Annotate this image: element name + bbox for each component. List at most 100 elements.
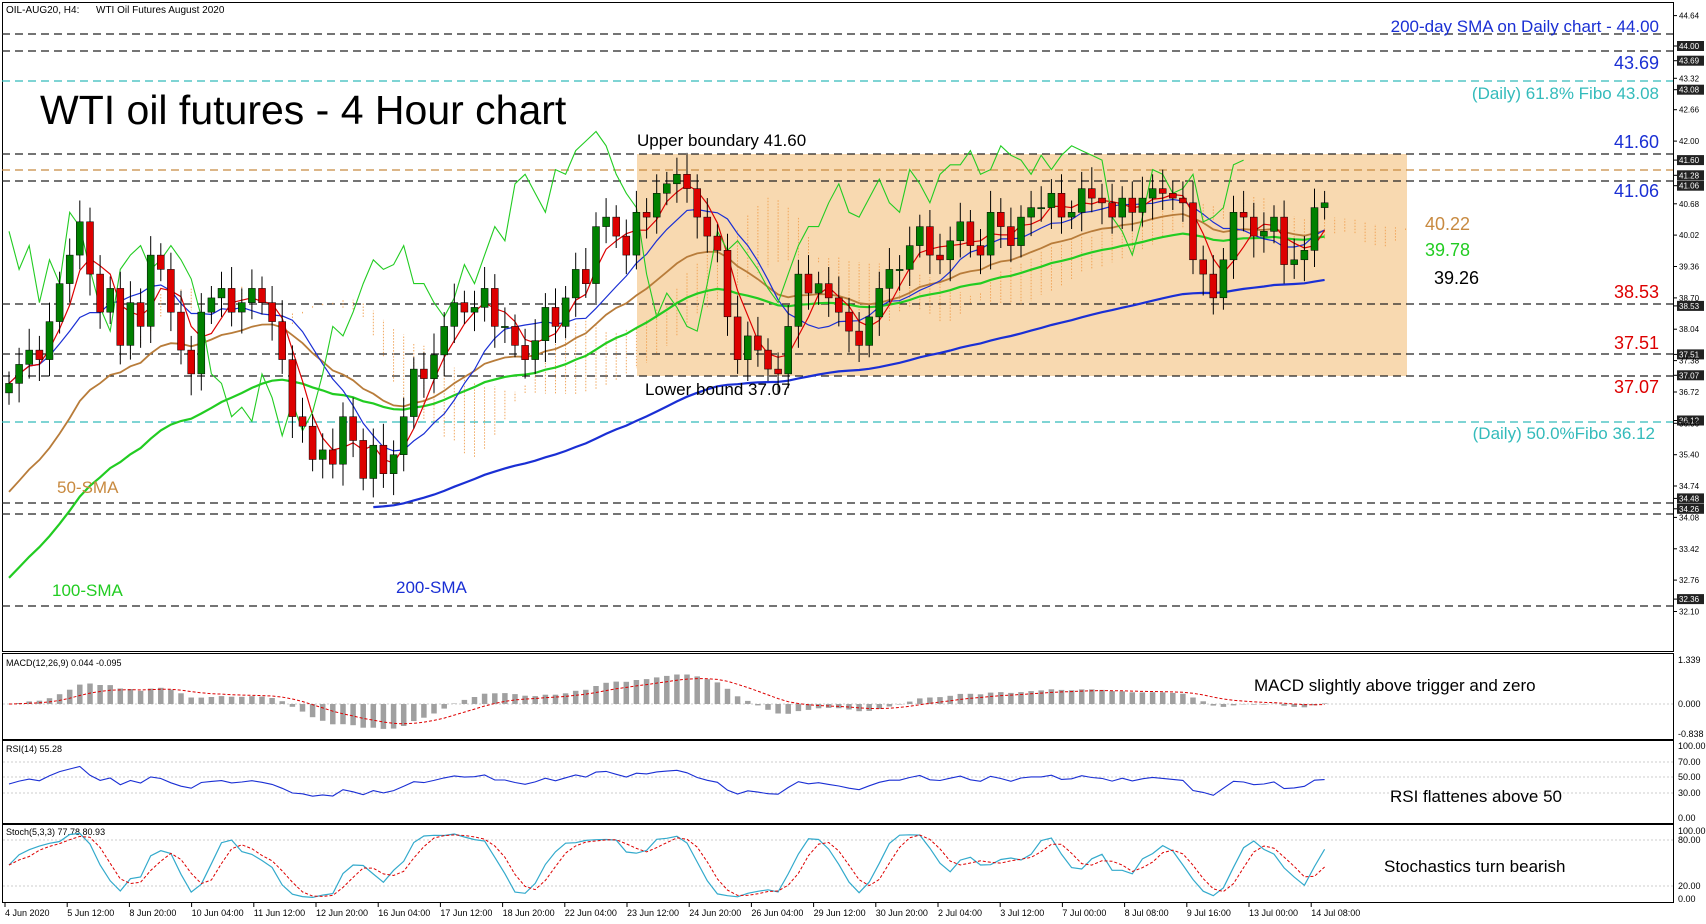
annotation-fibo-618: (Daily) 61.8% Fibo 43.08	[1472, 84, 1659, 103]
candle-down	[1088, 188, 1096, 199]
candle-up	[1300, 250, 1309, 261]
rsi-panel-frame	[2, 740, 1674, 824]
macd-signal-line	[8, 678, 1325, 725]
price-tick-label: 40.02	[1679, 231, 1700, 240]
candle-up	[602, 216, 610, 227]
candle-up	[238, 302, 246, 313]
annotation-lower-bound: Lower bound 37.07	[645, 380, 791, 399]
candle-down	[764, 349, 772, 370]
candle-down	[379, 444, 388, 474]
price-tick-label: 40.68	[1679, 200, 1700, 209]
price-tag	[1677, 300, 1704, 311]
candle-up	[389, 454, 398, 474]
annotation-200day-sma: 200-day SMA on Daily chart - 44.00	[1391, 17, 1659, 36]
candle-down	[1169, 193, 1177, 199]
annotation-upper-boundary: Upper boundary 41.60	[637, 131, 806, 150]
candle-up	[744, 335, 752, 360]
candle-down	[1280, 216, 1288, 265]
time-tick-label: 7 Jul 00:00	[1062, 908, 1106, 918]
price-tag	[1677, 415, 1704, 426]
rsi-header: RSI(14) 55.28	[6, 744, 62, 754]
candle-down	[703, 216, 712, 237]
annotation-sma100-value: 39.78	[1425, 240, 1470, 260]
candle-up	[1290, 259, 1298, 265]
stoch-header: Stoch(5,3,3) 77.78 80.93	[6, 827, 105, 837]
candle-up	[45, 321, 54, 360]
stoch-comment: Stochastics turn bearish	[1384, 857, 1565, 876]
candle-up	[986, 212, 995, 256]
candle-up	[207, 297, 216, 313]
candle-down	[551, 307, 560, 327]
candle-up	[470, 307, 479, 313]
price-tag	[1677, 594, 1704, 605]
candle-up	[632, 212, 641, 256]
price-tick-label: 33.42	[1679, 545, 1700, 554]
candle-up	[15, 364, 23, 384]
candle-up	[25, 349, 33, 365]
candle-down	[86, 221, 94, 275]
price-tag	[1677, 503, 1704, 514]
price-tick-label: 35.40	[1679, 451, 1700, 460]
stoch-axis-80: 80.00	[1678, 835, 1701, 845]
candle-up	[814, 283, 823, 294]
candlesticks	[5, 152, 1329, 498]
candle-up	[369, 444, 378, 479]
candle-up	[480, 288, 489, 308]
candle-down	[1007, 226, 1015, 246]
macd-axis-zero: 0.000	[1678, 699, 1701, 709]
candle-down	[693, 188, 701, 218]
price-tick-label: 36.12	[1679, 417, 1700, 426]
candle-up	[885, 269, 894, 289]
candle-down	[997, 212, 1005, 227]
time-tick-label: 24 Jun 20:00	[689, 908, 741, 918]
candle-up	[592, 226, 600, 284]
candle-up	[571, 269, 580, 299]
macd-axis-top: 1.339	[1678, 655, 1701, 665]
time-tick-label: 2 Jul 04:00	[938, 908, 982, 918]
candle-down	[774, 368, 782, 375]
time-tick-label: 4 Jun 2020	[5, 908, 50, 918]
annotation-38-53: 38.53	[1614, 282, 1659, 302]
candle-down	[1108, 202, 1116, 218]
rsi-axis-70: 70.00	[1678, 757, 1701, 767]
candle-up	[905, 245, 914, 270]
candle-down	[511, 326, 519, 346]
candle-up	[895, 269, 904, 271]
rsi-line	[8, 765, 1325, 797]
candle-up	[65, 254, 74, 284]
price-axis: 44.64 44.00 43.69 43.32 43.08 42.66 42.00 41.60…	[1673, 12, 1704, 617]
candle-down	[187, 349, 195, 375]
candle-down	[136, 302, 145, 327]
candle-up	[501, 326, 509, 328]
candle-up	[399, 416, 408, 455]
candle-down	[1158, 188, 1167, 194]
candle-down	[35, 349, 44, 360]
rsi-line	[8, 765, 1325, 797]
candle-up	[541, 307, 550, 341]
candle-up	[1229, 212, 1238, 261]
candle-up	[1077, 188, 1086, 213]
price-tick-label: 38.70	[1679, 294, 1700, 303]
annotation-200-sma: 200-SMA	[396, 578, 468, 597]
time-tick-label: 12 Jun 20:00	[316, 908, 368, 918]
annotation-43-69: 43.69	[1614, 53, 1659, 73]
candle-down	[96, 273, 104, 313]
price-tick-label: 36.72	[1679, 388, 1700, 397]
candle-down	[1199, 259, 1207, 275]
price-tag	[1677, 41, 1704, 51]
candle-up	[217, 288, 226, 299]
candle-down	[167, 269, 175, 313]
price-tag	[1677, 349, 1704, 360]
candle-up	[956, 221, 965, 242]
time-tick-label: 26 Jun 04:00	[751, 908, 803, 918]
price-tick-label: 32.36	[1679, 595, 1700, 604]
time-tick-label: 16 Jun 04:00	[378, 908, 430, 918]
rsi-axis-0: 0.00	[1678, 813, 1696, 823]
candle-down	[420, 368, 428, 379]
price-tick-label: 44.00	[1679, 42, 1700, 51]
price-tick-label: 43.08	[1679, 86, 1700, 95]
candle-up	[946, 240, 954, 261]
macd-header: MACD(12,26,9) 0.044 -0.095	[6, 658, 122, 668]
price-tag	[1677, 170, 1704, 181]
time-tick-label: 10 Jun 04:00	[192, 908, 244, 918]
